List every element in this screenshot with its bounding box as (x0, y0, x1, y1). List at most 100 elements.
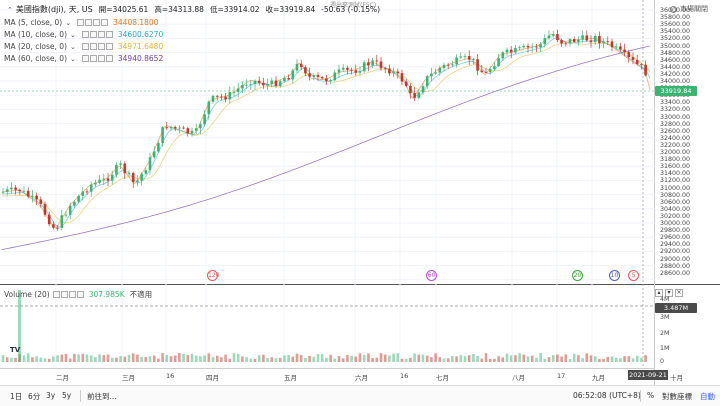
percent-scale-toggle[interactable]: % (647, 391, 655, 400)
volume-bar (568, 358, 572, 362)
candle-body (119, 163, 122, 165)
eye-icon[interactable] (81, 31, 89, 38)
pane-up-icon[interactable]: ▴ (655, 289, 663, 297)
range-button[interactable]: 5y (62, 391, 72, 400)
candle-body (274, 80, 278, 86)
volume-bar (169, 356, 173, 362)
symbol-title[interactable]: 美國指數(dji), 天, US (15, 5, 93, 14)
chevron-down-icon[interactable]: ⌄ (65, 18, 72, 27)
more-icon[interactable] (105, 31, 113, 38)
pane-close-icon[interactable]: × (675, 289, 683, 297)
time-axis[interactable] (0, 368, 655, 386)
range-button[interactable]: 3y (46, 391, 56, 400)
volume-value: 307.985K (88, 290, 125, 299)
volume-bar (22, 355, 26, 362)
price-axis-label: 29200.00 (660, 248, 691, 256)
price-chart-svg[interactable] (0, 0, 655, 368)
close-icon[interactable] (97, 31, 105, 38)
volume-axis-label: 3M (660, 314, 670, 321)
event-marker[interactable]: 10 (609, 270, 620, 281)
timezone-clock[interactable]: 06:52:08 (UTC+8) (573, 391, 641, 400)
settings-icon[interactable] (89, 31, 97, 38)
pane-divider[interactable] (0, 284, 720, 285)
volume-bar (136, 354, 139, 362)
event-marker[interactable]: 120 (207, 270, 220, 281)
candle-body (312, 75, 316, 77)
candle-body (194, 128, 198, 131)
ma-controls[interactable] (81, 55, 113, 62)
ma-controls[interactable] (77, 19, 109, 26)
tradingview-logo[interactable]: TV (10, 346, 21, 354)
candle-body (371, 60, 374, 66)
candle-body (270, 80, 274, 84)
volume-bar (283, 355, 286, 362)
event-marker[interactable]: 20 (572, 270, 583, 281)
volume-bar (291, 356, 295, 362)
volume-bar (199, 356, 202, 362)
settings-icon[interactable] (89, 55, 97, 62)
pane-down-icon[interactable]: ▾ (665, 289, 673, 297)
event-marker[interactable]: 5 (628, 270, 639, 281)
close-icon[interactable] (97, 55, 105, 62)
more-icon[interactable] (76, 291, 84, 298)
ma-label[interactable]: MA (5, close, 0) (4, 18, 63, 27)
more-icon[interactable] (105, 55, 113, 62)
event-marker[interactable]: 60 (426, 270, 437, 281)
candle-body (551, 34, 555, 36)
chevron-down-icon[interactable]: ⌄ (70, 42, 76, 51)
chevron-down-icon[interactable]: ⌄ (70, 54, 76, 63)
close-icon[interactable] (93, 19, 101, 26)
market-state[interactable]: 市場關閉 (670, 4, 708, 14)
more-icon[interactable] (101, 19, 109, 26)
candle-body (299, 63, 303, 68)
volume-bar (249, 358, 253, 362)
settings-icon[interactable] (60, 291, 68, 298)
volume-title[interactable]: Volume (20) (4, 290, 50, 299)
candle-body (556, 34, 559, 41)
eye-icon[interactable] (52, 291, 60, 298)
crosshair-date-tag: 2021-09-21 (628, 370, 668, 380)
volume-bar (245, 357, 248, 362)
settings-icon[interactable] (89, 43, 97, 50)
candle-body (644, 64, 647, 76)
ma-controls[interactable] (81, 31, 113, 38)
price-axis-label: 34200.00 (660, 70, 691, 78)
eye-icon[interactable] (81, 43, 89, 50)
ma-label[interactable]: MA (20, close, 0) (4, 42, 68, 51)
range-button[interactable]: 6分 (28, 392, 41, 401)
chevron-down-icon[interactable]: ⌄ (70, 30, 76, 39)
eye-icon[interactable] (81, 55, 89, 62)
volume-bar (585, 353, 589, 362)
close-icon[interactable] (97, 43, 105, 50)
log-scale-toggle[interactable]: 對數座標 (662, 392, 692, 401)
candle-body (68, 205, 72, 215)
more-icon[interactable] (105, 43, 113, 50)
volume-pane-controls[interactable]: ▴ ▾ × (655, 289, 683, 297)
volume-bar (421, 354, 425, 362)
time-axis-label: 17 (557, 372, 566, 380)
volume-bar (392, 353, 395, 362)
settings-icon[interactable] (85, 19, 93, 26)
candle-body (522, 45, 526, 48)
eye-icon[interactable] (77, 19, 85, 26)
volume-bar (262, 354, 265, 362)
volume-legend-controls[interactable] (52, 291, 84, 298)
candle-body (14, 187, 17, 190)
ma-label[interactable]: MA (60, close, 0) (4, 54, 68, 63)
ma-label[interactable]: MA (10, close, 0) (4, 30, 68, 39)
goto-date-button[interactable]: 前往到... (87, 392, 117, 401)
range-button[interactable]: 1日 (10, 392, 23, 401)
price-axis-label: 34800.00 (660, 49, 691, 57)
close-icon[interactable] (68, 291, 76, 298)
volume-bar (60, 354, 64, 362)
ma-controls[interactable] (81, 43, 113, 50)
toolbar-separator (80, 390, 81, 402)
volume-bar (157, 358, 160, 362)
collapse-legend-icon[interactable]: ⌃ (7, 5, 13, 14)
candle-body (610, 41, 614, 48)
volume-bar (31, 357, 34, 362)
auto-scale-toggle[interactable]: 自動 (700, 392, 715, 401)
volume-axis-label: 1M (660, 345, 670, 352)
candle-body (598, 35, 601, 44)
candle-body (421, 86, 425, 93)
